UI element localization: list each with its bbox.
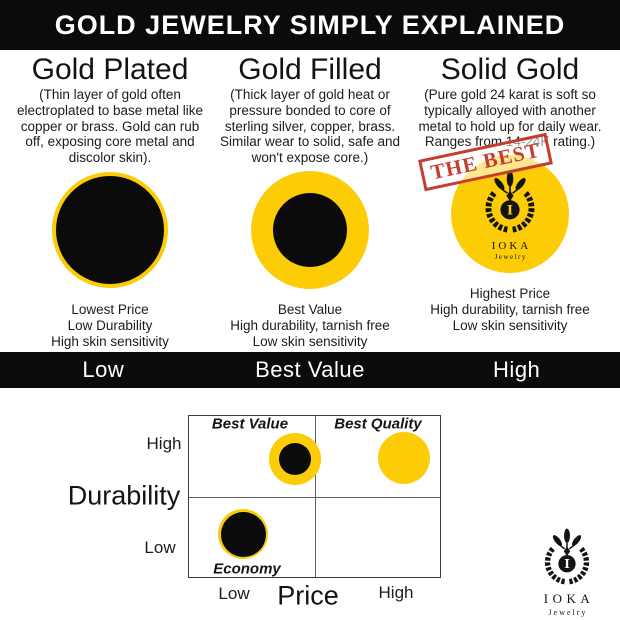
chart-plot-area (188, 415, 441, 578)
scale-label-high: High (493, 357, 541, 382)
gold-filled-core (273, 192, 347, 267)
column-gold-plated: Gold Plated (Thin layer of gold often el… (10, 50, 210, 350)
gold-plated-point (218, 509, 268, 559)
trait-line: Highest Price (469, 286, 551, 302)
trait-line: Best Value (277, 301, 343, 317)
quadrant-label-economy: Economy (213, 560, 281, 578)
gold-filled-circle (251, 170, 369, 289)
gold-type-columns: Gold Plated (Thin layer of gold often el… (0, 50, 620, 350)
gold-filled-point (269, 433, 321, 485)
value-scale-bar: Low Best Value High (0, 352, 620, 388)
trait-line: High durability, tarnish free (430, 301, 590, 317)
footer-brand-logo: IOKA Jewelry (527, 528, 607, 617)
quadrant-label-best-value: Best Value (211, 415, 289, 433)
trait-line: High durability, tarnish free (230, 317, 390, 333)
gold-filled-point-core (279, 443, 311, 475)
y-tick-low: Low (144, 538, 176, 557)
gold-plated-circle (52, 171, 168, 288)
y-tick-high: High (146, 434, 182, 453)
solid-gold-illustration: THE BEST IOKA Jewelry (410, 132, 610, 278)
column-gold-filled: Gold Filled (Thick layer of gold heat or… (210, 50, 410, 350)
column-solid-gold: Solid Gold (Pure gold 24 karat is soft s… (410, 50, 610, 350)
trait-line: Low skin sensitivity (252, 333, 368, 349)
trait-line: High skin sensitivity (51, 333, 169, 349)
ioka-crest-icon (537, 528, 597, 590)
gold-filled-illustration (210, 166, 410, 294)
chart-horizontal-divider (189, 496, 440, 498)
gold-plated-point-core (220, 511, 266, 557)
x-tick-high: High (378, 583, 414, 602)
column-title: Gold Filled (238, 53, 382, 86)
scale-label-best-value: Best Value (255, 357, 365, 382)
solid-gold-traits: Highest Price High durability, tarnish f… (410, 286, 610, 333)
brand-name: IOKA (543, 591, 595, 606)
brand-subtitle: Jewelry (494, 252, 527, 261)
trait-line: Low skin sensitivity (452, 317, 568, 333)
header-bar: GOLD JEWELRY SIMPLY EXPLAINED (0, 0, 620, 50)
gold-plated-traits: Lowest Price Low Durability High skin se… (10, 302, 210, 349)
x-axis-label: Price (277, 580, 339, 611)
column-title: Solid Gold (440, 53, 580, 86)
column-description: (Thin layer of gold often electroplated … (16, 87, 204, 166)
column-title: Gold Plated (31, 53, 189, 86)
quadrant-chart-section: Best Value Best Quality Economy High Dur… (0, 390, 620, 620)
x-tick-low: Low (218, 584, 250, 603)
page-title: GOLD JEWELRY SIMPLY EXPLAINED (54, 9, 566, 40)
gold-filled-traits: Best Value High durability, tarnish free… (210, 302, 410, 349)
brand-subtitle: Jewelry (548, 608, 588, 617)
brand-name: IOKA (491, 239, 532, 252)
gold-plated-illustration (10, 166, 210, 294)
gold-plated-core (56, 175, 164, 284)
ioka-crest-icon (477, 170, 543, 239)
solid-gold-point (378, 432, 430, 484)
scale-label-low: Low (82, 357, 125, 382)
trait-line: Lowest Price (71, 301, 149, 317)
quadrant-label-best-quality: Best Quality (334, 415, 422, 433)
y-axis-label: Durability (67, 480, 181, 511)
column-description: (Thick layer of gold heat or pressure bo… (219, 87, 401, 166)
trait-line: Low Durability (67, 317, 153, 333)
